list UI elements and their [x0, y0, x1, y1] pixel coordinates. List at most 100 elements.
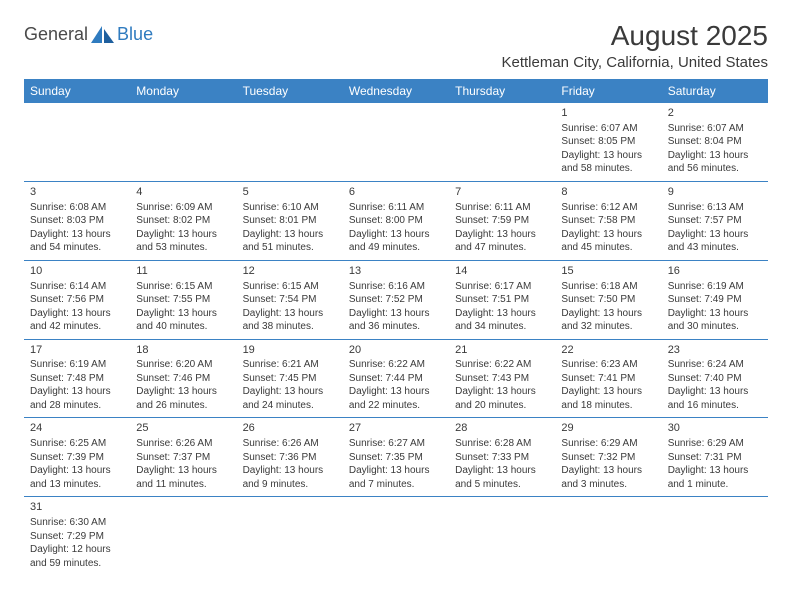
- calendar-cell: 1Sunrise: 6:07 AMSunset: 8:05 PMDaylight…: [555, 103, 661, 181]
- day-number: 26: [243, 421, 337, 436]
- sunset-text: Sunset: 8:03 PM: [30, 214, 124, 228]
- sunset-text: Sunset: 7:40 PM: [668, 372, 762, 386]
- sunrise-text: Sunrise: 6:17 AM: [455, 280, 549, 294]
- daylight-text: and 13 minutes.: [30, 478, 124, 492]
- daylight-text: and 24 minutes.: [243, 399, 337, 413]
- day-number: 4: [136, 185, 230, 200]
- daylight-text: and 9 minutes.: [243, 478, 337, 492]
- sunrise-text: Sunrise: 6:21 AM: [243, 358, 337, 372]
- daylight-text: Daylight: 13 hours: [668, 307, 762, 321]
- sunrise-text: Sunrise: 6:22 AM: [349, 358, 443, 372]
- daylight-text: Daylight: 13 hours: [136, 385, 230, 399]
- sunrise-text: Sunrise: 6:23 AM: [561, 358, 655, 372]
- day-number: 16: [668, 264, 762, 279]
- sunrise-text: Sunrise: 6:26 AM: [243, 437, 337, 451]
- sunset-text: Sunset: 8:02 PM: [136, 214, 230, 228]
- calendar-row: 24Sunrise: 6:25 AMSunset: 7:39 PMDayligh…: [24, 418, 768, 497]
- sunrise-text: Sunrise: 6:14 AM: [30, 280, 124, 294]
- daylight-text: and 42 minutes.: [30, 320, 124, 334]
- calendar-cell: 17Sunrise: 6:19 AMSunset: 7:48 PMDayligh…: [24, 339, 130, 418]
- logo-text-b: Blue: [117, 24, 153, 45]
- day-number: 12: [243, 264, 337, 279]
- daylight-text: and 16 minutes.: [668, 399, 762, 413]
- day-number: 6: [349, 185, 443, 200]
- sunset-text: Sunset: 7:46 PM: [136, 372, 230, 386]
- calendar-cell: [237, 103, 343, 181]
- calendar-cell: 24Sunrise: 6:25 AMSunset: 7:39 PMDayligh…: [24, 418, 130, 497]
- daylight-text: Daylight: 13 hours: [243, 464, 337, 478]
- day-number: 18: [136, 343, 230, 358]
- daylight-text: and 22 minutes.: [349, 399, 443, 413]
- sunrise-text: Sunrise: 6:15 AM: [136, 280, 230, 294]
- day-number: 25: [136, 421, 230, 436]
- sunrise-text: Sunrise: 6:27 AM: [349, 437, 443, 451]
- daylight-text: and 56 minutes.: [668, 162, 762, 176]
- day-number: 1: [561, 106, 655, 121]
- daylight-text: Daylight: 13 hours: [243, 307, 337, 321]
- day-number: 10: [30, 264, 124, 279]
- daylight-text: and 5 minutes.: [455, 478, 549, 492]
- sunset-text: Sunset: 7:49 PM: [668, 293, 762, 307]
- day-number: 5: [243, 185, 337, 200]
- daylight-text: and 40 minutes.: [136, 320, 230, 334]
- daylight-text: Daylight: 13 hours: [136, 228, 230, 242]
- sunrise-text: Sunrise: 6:22 AM: [455, 358, 549, 372]
- sunrise-text: Sunrise: 6:11 AM: [455, 201, 549, 215]
- daylight-text: and 51 minutes.: [243, 241, 337, 255]
- sunset-text: Sunset: 7:29 PM: [30, 530, 124, 544]
- daylight-text: and 47 minutes.: [455, 241, 549, 255]
- calendar-cell: 20Sunrise: 6:22 AMSunset: 7:44 PMDayligh…: [343, 339, 449, 418]
- calendar-cell: 7Sunrise: 6:11 AMSunset: 7:59 PMDaylight…: [449, 181, 555, 260]
- sunrise-text: Sunrise: 6:24 AM: [668, 358, 762, 372]
- daylight-text: and 59 minutes.: [30, 557, 124, 571]
- daylight-text: Daylight: 13 hours: [136, 464, 230, 478]
- calendar-cell: [343, 497, 449, 575]
- header: General Blue August 2025 Kettleman City,…: [24, 20, 768, 71]
- sunrise-text: Sunrise: 6:12 AM: [561, 201, 655, 215]
- daylight-text: Daylight: 13 hours: [455, 307, 549, 321]
- daylight-text: Daylight: 13 hours: [455, 464, 549, 478]
- location: Kettleman City, California, United State…: [501, 54, 768, 71]
- calendar-cell: 13Sunrise: 6:16 AMSunset: 7:52 PMDayligh…: [343, 260, 449, 339]
- calendar-row: 31Sunrise: 6:30 AMSunset: 7:29 PMDayligh…: [24, 497, 768, 575]
- sunset-text: Sunset: 7:57 PM: [668, 214, 762, 228]
- sunset-text: Sunset: 7:32 PM: [561, 451, 655, 465]
- daylight-text: and 32 minutes.: [561, 320, 655, 334]
- daylight-text: Daylight: 13 hours: [30, 464, 124, 478]
- day-number: 3: [30, 185, 124, 200]
- weekday-header: Friday: [555, 79, 661, 103]
- sunset-text: Sunset: 7:31 PM: [668, 451, 762, 465]
- logo-text-a: General: [24, 24, 88, 45]
- sunset-text: Sunset: 8:04 PM: [668, 135, 762, 149]
- logo: General Blue: [24, 24, 153, 45]
- sunset-text: Sunset: 7:54 PM: [243, 293, 337, 307]
- day-number: 8: [561, 185, 655, 200]
- daylight-text: and 58 minutes.: [561, 162, 655, 176]
- sunset-text: Sunset: 7:43 PM: [455, 372, 549, 386]
- daylight-text: Daylight: 13 hours: [561, 464, 655, 478]
- weekday-header: Tuesday: [237, 79, 343, 103]
- calendar-cell: [555, 497, 661, 575]
- day-number: 29: [561, 421, 655, 436]
- sunset-text: Sunset: 8:01 PM: [243, 214, 337, 228]
- calendar-cell: 19Sunrise: 6:21 AMSunset: 7:45 PMDayligh…: [237, 339, 343, 418]
- calendar-cell: [130, 103, 236, 181]
- calendar-table: SundayMondayTuesdayWednesdayThursdayFrid…: [24, 79, 768, 575]
- day-number: 24: [30, 421, 124, 436]
- daylight-text: and 7 minutes.: [349, 478, 443, 492]
- daylight-text: Daylight: 13 hours: [349, 307, 443, 321]
- calendar-cell: [237, 497, 343, 575]
- sunrise-text: Sunrise: 6:13 AM: [668, 201, 762, 215]
- daylight-text: Daylight: 13 hours: [668, 149, 762, 163]
- calendar-cell: [130, 497, 236, 575]
- sunset-text: Sunset: 7:44 PM: [349, 372, 443, 386]
- weekday-header: Saturday: [662, 79, 768, 103]
- day-number: 9: [668, 185, 762, 200]
- daylight-text: and 49 minutes.: [349, 241, 443, 255]
- calendar-cell: 12Sunrise: 6:15 AMSunset: 7:54 PMDayligh…: [237, 260, 343, 339]
- daylight-text: Daylight: 13 hours: [349, 385, 443, 399]
- sunrise-text: Sunrise: 6:25 AM: [30, 437, 124, 451]
- daylight-text: and 28 minutes.: [30, 399, 124, 413]
- daylight-text: and 34 minutes.: [455, 320, 549, 334]
- daylight-text: and 43 minutes.: [668, 241, 762, 255]
